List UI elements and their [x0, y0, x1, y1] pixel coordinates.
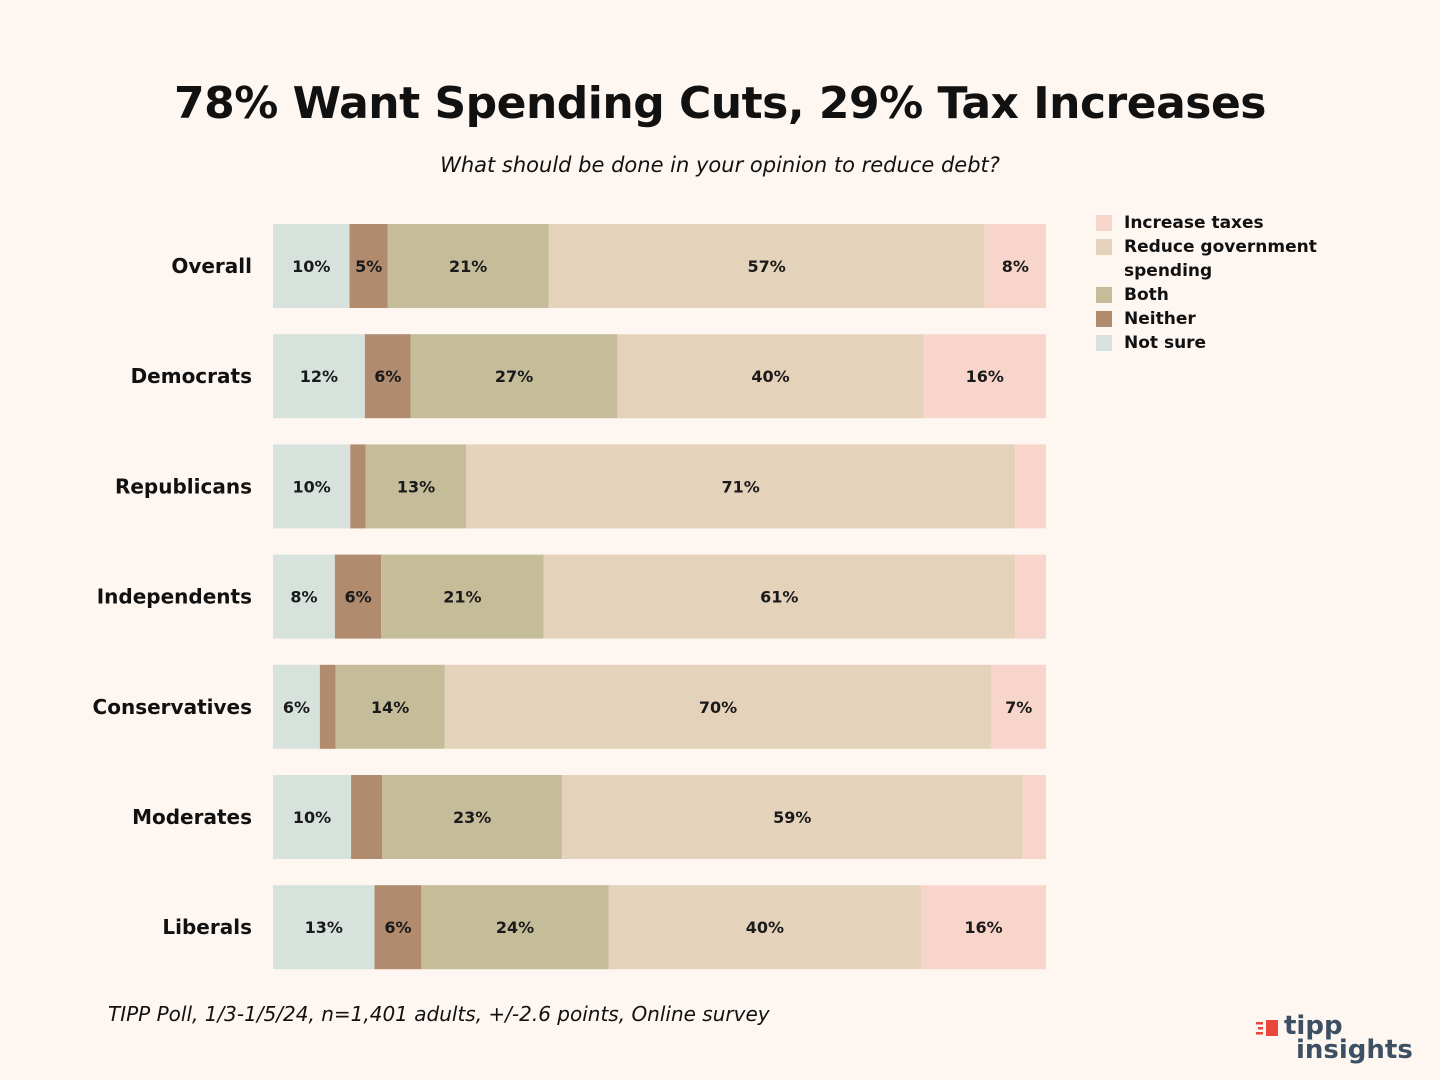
- data-label-liberals-not_sure: 13%: [305, 918, 343, 937]
- bar-segment-overall-both: [387, 224, 549, 308]
- legend-label-increase-taxes: Increase taxes: [1124, 213, 1264, 233]
- data-label-overall-neither: 5%: [355, 257, 382, 276]
- bar-segment-overall-reduce_spending: [548, 224, 985, 308]
- data-label-democrats-increase_taxes: 16%: [966, 367, 1004, 386]
- legend-item-increase-taxes: Increase taxes: [1096, 211, 1336, 235]
- chart-subtitle: What should be done in your opinion to r…: [440, 153, 1000, 177]
- data-label-conservatives-increase_taxes: 7%: [1005, 698, 1032, 717]
- bar-segment-independents-reduce_spending: [543, 554, 1016, 639]
- bar-segment-democrats-reduce_spending: [617, 334, 924, 419]
- data-label-moderates-not_sure: 10%: [293, 808, 331, 827]
- bar-segment-conservatives-not_sure: [273, 664, 320, 749]
- bar-segment-liberals-not_sure: [273, 885, 375, 970]
- data-label-conservatives-both: 14%: [371, 698, 409, 717]
- legend: Increase taxes Reduce government spendin…: [1096, 211, 1336, 355]
- bar-segment-conservatives-neither: [319, 664, 336, 749]
- bar-segment-independents-neither: [334, 554, 382, 639]
- category-label-conservatives: Conservatives: [93, 695, 252, 719]
- data-label-liberals-increase_taxes: 16%: [964, 918, 1002, 937]
- bar-segment-democrats-both: [410, 334, 618, 419]
- bar-segment-republicans-both: [365, 444, 467, 529]
- data-label-republicans-not_sure: 10%: [293, 477, 331, 496]
- category-label-independents: Independents: [97, 585, 252, 609]
- category-label-liberals: Liberals: [162, 915, 252, 939]
- bar-segment-conservatives-both: [335, 664, 445, 749]
- bar-segment-moderates-both: [382, 775, 562, 859]
- legend-label-neither: Neither: [1124, 309, 1196, 329]
- bar-segment-republicans-neither: [350, 444, 366, 529]
- bar-segment-independents-not_sure: [273, 554, 335, 639]
- legend-item-neither: Neither: [1096, 307, 1336, 331]
- bar-segment-liberals-neither: [374, 885, 422, 970]
- bar-segment-republicans-reduce_spending: [466, 444, 1016, 529]
- brand-mark-icon: [1256, 1020, 1278, 1036]
- legend-swatch-increase-taxes: [1096, 215, 1112, 231]
- legend-item-not-sure: Not sure: [1096, 331, 1336, 355]
- brand-name-line1: tipp: [1284, 1011, 1343, 1041]
- legend-swatch-not-sure: [1096, 335, 1112, 351]
- bar-segment-moderates-neither: [351, 775, 383, 859]
- data-label-liberals-neither: 6%: [384, 918, 411, 937]
- legend-swatch-both: [1096, 287, 1112, 303]
- data-label-democrats-not_sure: 12%: [300, 367, 338, 386]
- data-label-moderates-both: 23%: [453, 808, 491, 827]
- category-label-republicans: Republicans: [115, 474, 252, 498]
- bar-segment-overall-not_sure: [273, 224, 350, 308]
- legend-item-both: Both: [1096, 283, 1336, 307]
- data-label-overall-both: 21%: [449, 257, 487, 276]
- bar-segment-conservatives-increase_taxes: [991, 664, 1046, 749]
- stacked-bar-chart: Overall 10% 5% 21% 57% 8% Democrats 12% 6% 27% 40%…: [93, 224, 1046, 970]
- bar-segment-democrats-not_sure: [273, 334, 365, 419]
- data-label-republicans-both: 13%: [397, 477, 435, 496]
- data-label-conservatives-reduce_spending: 70%: [699, 698, 737, 717]
- bar-segment-moderates-not_sure: [273, 775, 352, 859]
- data-label-conservatives-not_sure: 6%: [283, 698, 310, 717]
- data-label-liberals-both: 24%: [496, 918, 534, 937]
- data-label-independents-both: 21%: [443, 588, 481, 607]
- bar-segment-democrats-neither: [364, 334, 411, 419]
- bar-segment-moderates-increase_taxes: [1022, 775, 1046, 859]
- bar-segment-overall-neither: [349, 224, 388, 308]
- legend-label-not-sure: Not sure: [1124, 333, 1207, 353]
- bar-segment-moderates-reduce_spending: [561, 775, 1023, 859]
- data-label-overall-not_sure: 10%: [292, 257, 330, 276]
- bar-segment-liberals-both: [421, 885, 609, 970]
- bar-segment-independents-both: [381, 554, 544, 639]
- bar-segment-conservatives-reduce_spending: [444, 664, 992, 749]
- legend-item-reduce-spending: Reduce government spending: [1096, 235, 1336, 283]
- bar-segment-overall-increase_taxes: [984, 224, 1046, 308]
- category-label-moderates: Moderates: [132, 805, 252, 829]
- legend-label-both: Both: [1124, 285, 1169, 305]
- data-label-moderates-reduce_spending: 59%: [773, 808, 811, 827]
- brand-logo: tipp insights: [1256, 1012, 1416, 1068]
- source-footnote: TIPP Poll, 1/3-1/5/24, n=1,401 adults, +…: [108, 1002, 770, 1026]
- data-label-independents-reduce_spending: 61%: [760, 588, 798, 607]
- bar-segment-democrats-increase_taxes: [923, 334, 1046, 419]
- data-label-independents-not_sure: 8%: [290, 588, 317, 607]
- brand-name-line2: insights: [1296, 1035, 1413, 1065]
- legend-swatch-neither: [1096, 311, 1112, 327]
- data-label-overall-increase_taxes: 8%: [1002, 257, 1029, 276]
- data-label-democrats-both: 27%: [495, 367, 533, 386]
- chart-title: 78% Want Spending Cuts, 29% Tax Increase…: [173, 78, 1267, 129]
- data-label-independents-neither: 6%: [344, 588, 371, 607]
- data-label-republicans-reduce_spending: 71%: [722, 477, 760, 496]
- category-label-overall: Overall: [171, 254, 252, 278]
- category-label-democrats: Democrats: [131, 364, 252, 388]
- data-label-democrats-neither: 6%: [374, 367, 401, 386]
- legend-swatch-reduce-spending: [1096, 239, 1112, 255]
- legend-label-reduce-spending: Reduce government spending: [1124, 237, 1317, 281]
- data-label-democrats-reduce_spending: 40%: [751, 367, 789, 386]
- bar-segment-liberals-increase_taxes: [921, 885, 1046, 970]
- data-label-liberals-reduce_spending: 40%: [746, 918, 784, 937]
- bar-segment-republicans-not_sure: [273, 444, 351, 529]
- bar-segment-independents-increase_taxes: [1015, 554, 1046, 639]
- bar-segment-republicans-increase_taxes: [1015, 444, 1046, 529]
- bar-segment-liberals-reduce_spending: [608, 885, 922, 970]
- data-label-overall-reduce_spending: 57%: [748, 257, 786, 276]
